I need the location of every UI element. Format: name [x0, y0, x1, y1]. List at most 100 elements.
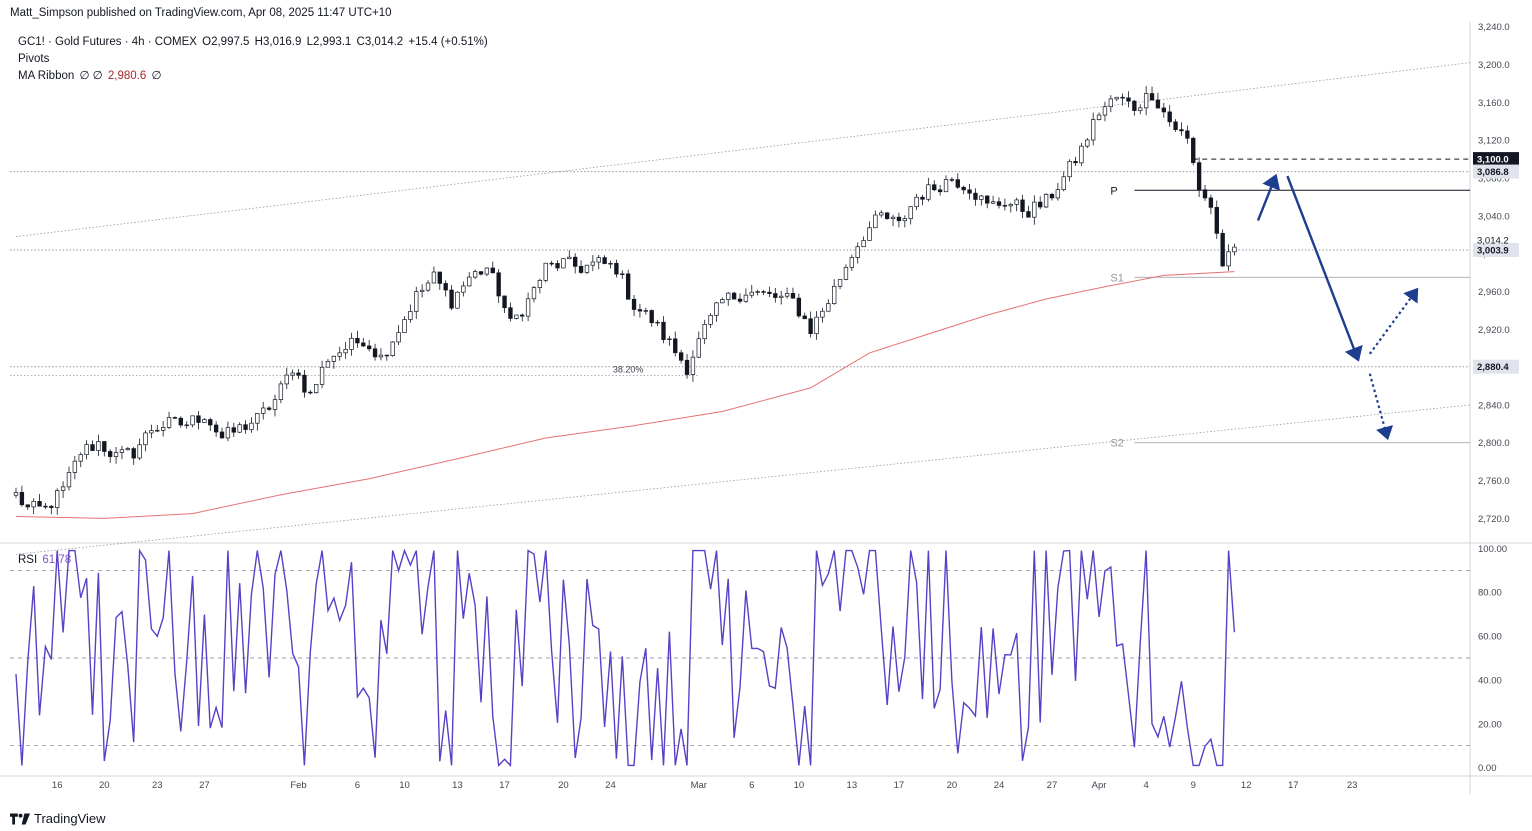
candle-body [72, 460, 78, 473]
x-tick-label: Apr [1092, 780, 1107, 791]
candle-body [19, 492, 25, 506]
x-tick-label: Feb [290, 780, 306, 791]
chart-area[interactable]: 2,720.02,760.02,800.02,840.02,880.02,920… [0, 22, 1532, 808]
candle-body [855, 246, 860, 258]
candle-body [225, 427, 231, 439]
candle-body [1138, 107, 1143, 111]
candle-body [467, 276, 472, 287]
candle-body [1002, 205, 1008, 207]
tradingview-footer[interactable]: TradingView [10, 811, 106, 826]
candle-body [590, 261, 596, 266]
candle-body [667, 338, 672, 340]
candle-body [1014, 199, 1019, 205]
candle-body [37, 501, 42, 507]
candle-body [55, 490, 60, 508]
candle-body [625, 273, 631, 300]
channel-trendline [15, 404, 1471, 555]
candle-body [414, 291, 419, 312]
price-marker-label: 2,880.4 [1477, 362, 1509, 373]
tradingview-brand[interactable]: TradingView [34, 811, 106, 826]
pivots-indicator-label[interactable]: Pivots [18, 53, 50, 65]
candle-body [1208, 197, 1214, 208]
candle-body [814, 316, 819, 334]
price-marker-label: 3,086.8 [1477, 167, 1509, 178]
candle-body [949, 179, 955, 181]
candle-body [932, 184, 937, 191]
candle-body [555, 263, 560, 269]
x-tick-label: 27 [199, 780, 210, 791]
candle-body [213, 424, 219, 433]
candle-body [849, 257, 855, 268]
price-chart[interactable]: 2,720.02,760.02,800.02,840.02,880.02,920… [0, 22, 1532, 808]
forecast-arrow-dotted [1368, 287, 1419, 355]
candle-body [255, 413, 260, 424]
candle-body [1232, 246, 1237, 253]
forecast-arrow [1256, 173, 1281, 221]
candle-body [319, 366, 325, 385]
x-tick-label: 12 [1241, 780, 1252, 791]
candle-body [1114, 96, 1119, 100]
ma-ribbon-suffix: ∅ [151, 70, 162, 82]
x-tick-label: 9 [1191, 780, 1196, 791]
candle-body [1049, 193, 1055, 199]
candle-body [731, 292, 737, 300]
forecast-arrow-dotted [1368, 373, 1394, 441]
candle-body [243, 424, 248, 430]
candle-body [773, 293, 778, 298]
y-tick-label: 2,760.0 [1478, 476, 1510, 487]
candle-body [1167, 111, 1172, 123]
candle-body [261, 407, 266, 414]
candle-body [1102, 106, 1108, 116]
candle-body [573, 256, 578, 267]
candle-body [1179, 129, 1184, 132]
symbol-title[interactable]: GC1! · Gold Futures · 4h · COMEX [18, 36, 197, 48]
y-tick-label: 2,960.0 [1478, 287, 1510, 298]
ma-ribbon-legend[interactable]: MA Ribbon ∅ ∅ 2,980.6 ∅ [18, 68, 164, 84]
x-tick-label: 4 [1143, 780, 1148, 791]
candle-body [190, 415, 195, 426]
candle-body [1161, 107, 1166, 113]
candle-body [66, 472, 72, 488]
candle-body [202, 419, 207, 423]
rsi-legend[interactable]: RSI 61.78 [18, 552, 73, 568]
candle-body [249, 422, 254, 430]
x-tick-label: 23 [1347, 780, 1358, 791]
candle-body [902, 218, 907, 222]
candle-body [1132, 100, 1137, 111]
candle-body [790, 293, 796, 299]
candle-body [985, 195, 990, 204]
candle-body [990, 201, 996, 204]
candles-group [13, 86, 1237, 515]
symbol-legend[interactable]: GC1! · Gold Futures · 4h · COMEX O2,997.… [18, 34, 490, 50]
candle-body [284, 374, 289, 385]
y-tick-label: 3,040.0 [1478, 211, 1510, 222]
candle-body [1214, 207, 1219, 234]
candle-body [578, 266, 584, 273]
y-tick-label: 3,160.0 [1478, 98, 1510, 109]
candle-body [649, 310, 654, 324]
candle-body [425, 282, 431, 291]
candle-body [78, 454, 83, 462]
candle-body [302, 374, 307, 393]
candle-body [1126, 97, 1131, 102]
candle-body [620, 273, 625, 276]
candle-body [1226, 251, 1231, 267]
candle-body [266, 407, 272, 410]
candle-body [525, 298, 531, 317]
candle-body [160, 427, 166, 431]
candle-body [937, 189, 943, 193]
candle-body [60, 486, 66, 491]
pivot-level-label: S2 [1110, 438, 1123, 450]
candle-body [184, 424, 189, 427]
pivots-legend[interactable]: Pivots [18, 51, 51, 67]
candle-body [502, 295, 507, 309]
rsi-value: 61.78 [42, 554, 72, 566]
candle-body [1055, 189, 1061, 199]
rsi-tick-label: 20.00 [1478, 719, 1502, 730]
x-tick-label: 10 [794, 780, 805, 791]
rsi-label[interactable]: RSI [18, 554, 38, 566]
ma-ribbon-label[interactable]: MA Ribbon [18, 70, 75, 82]
ohlc-low: L2,993.1 [306, 36, 352, 48]
y-tick-label: 3,240.0 [1478, 22, 1510, 33]
candle-body [914, 196, 919, 208]
